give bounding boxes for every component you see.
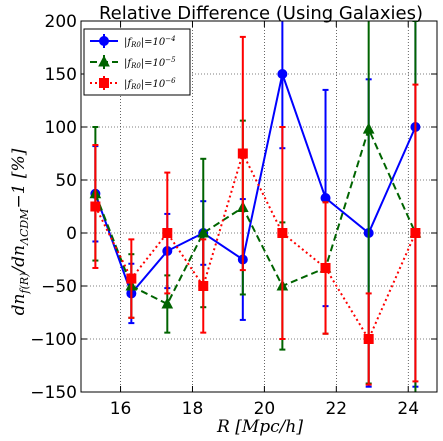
axes-frame	[80, 20, 438, 393]
y-tick-label-0: −150	[30, 383, 77, 403]
y-label-sub-1: f(R)	[18, 273, 31, 295]
series-2-point-2	[161, 297, 174, 309]
series-3-line	[94, 150, 417, 342]
y-label-part-1: dn	[9, 294, 29, 316]
legend: |fR0|=10−4 |fR0|=10−5 |fR0|=10−6	[83, 28, 191, 96]
series-1-line	[94, 70, 417, 296]
series-1-point-5	[277, 69, 288, 79]
x-tick-label-0: 16	[110, 399, 132, 419]
series-2-point-3	[197, 226, 210, 238]
y-tick-label-7: 200	[45, 12, 77, 32]
y-label-part-2: /dn	[9, 245, 29, 275]
series-3	[90, 35, 421, 386]
series-layer	[89, 21, 422, 392]
series-3-point-0	[90, 201, 101, 212]
x-tick-label-2: 20	[254, 399, 276, 419]
y-label-part-3: −1 [%]	[9, 148, 29, 208]
y-label-sub-2: ΛCDM	[18, 208, 31, 246]
y-tick-label-4: 50	[55, 171, 77, 191]
series-3-point-6	[320, 262, 331, 273]
series-3-point-5	[277, 228, 288, 238]
x-tick-label-1: 18	[182, 399, 204, 419]
chart-title: Relative Difference (Using Galaxies)	[99, 3, 423, 24]
series-3-point-7	[363, 334, 374, 344]
series-3-point-1	[126, 273, 137, 284]
x-tick-label-4: 24	[397, 399, 419, 419]
series-3-point-8	[410, 228, 421, 238]
x-tick-label-3: 22	[325, 399, 347, 419]
y-tick-label-1: −100	[30, 330, 77, 350]
y-tick-label-6: 150	[45, 65, 77, 85]
legend-label-2: |fR0|=10−5	[124, 56, 176, 70]
y-axis-label: dnf(R)/dnΛCDM−1 [%]	[9, 148, 31, 315]
series-3-point-3	[198, 281, 209, 291]
y-tick-label-2: −50	[41, 277, 77, 297]
x-axis-label: R [Mpc/h]	[216, 417, 303, 437]
legend-handles	[90, 34, 118, 90]
legend-label-1: |fR0|=10−4	[124, 35, 176, 49]
y-tick-label-5: 100	[45, 118, 77, 138]
series-3-point-2	[162, 228, 173, 238]
series-3-point-4	[237, 148, 248, 159]
legend-label-3: |fR0|=10−6	[124, 77, 176, 91]
series-2-point-7	[362, 122, 375, 134]
y-tick-label-3: 0	[66, 224, 77, 244]
legend-marker-2	[98, 55, 110, 67]
series-1-point-6	[320, 193, 331, 204]
legend-marker-3	[99, 78, 109, 88]
plot-area: 16 18 20 22 24 −150 −100 −50 0 50 100 150 200	[30, 12, 438, 419]
legend-marker-1	[99, 36, 109, 46]
